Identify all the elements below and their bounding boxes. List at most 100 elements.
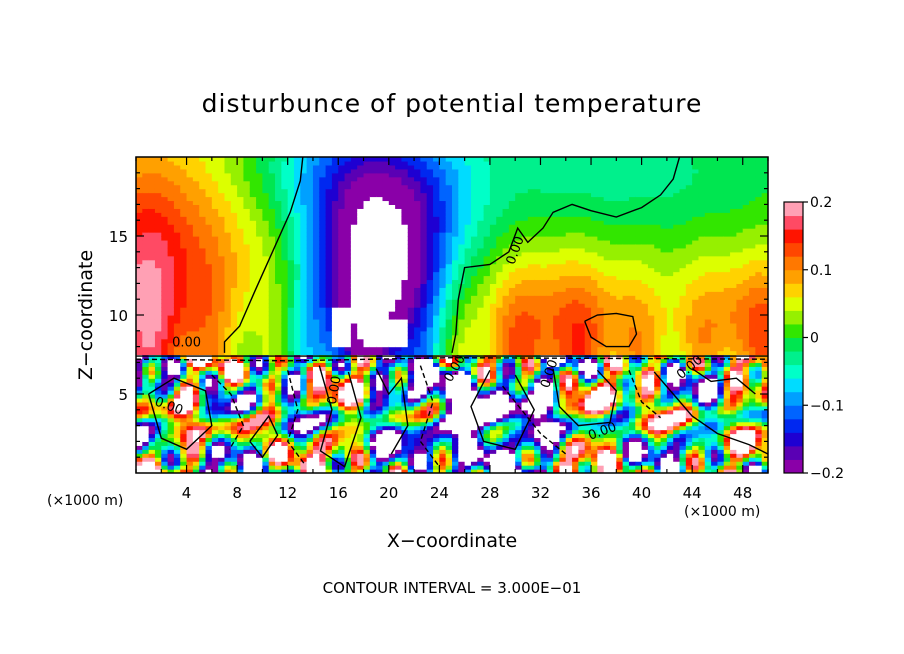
heatmap-cell: [192, 279, 200, 284]
heatmap-cell: [192, 176, 200, 182]
heatmap-cell: [199, 168, 207, 174]
heatmap-cell: [186, 157, 194, 162]
heatmap-cell: [363, 405, 371, 411]
heatmap-cell: [287, 449, 295, 454]
heatmap-cell: [186, 176, 194, 182]
heatmap-cell: [344, 322, 352, 328]
heatmap-cell: [521, 370, 529, 375]
heatmap-cell: [496, 184, 504, 190]
heatmap-cell: [300, 180, 308, 186]
heatmap-cell: [192, 311, 200, 316]
heatmap-cell: [275, 382, 282, 387]
heatmap-cell: [452, 401, 459, 407]
heatmap-cell: [433, 413, 440, 419]
heatmap-cell: [338, 247, 346, 253]
heatmap-cell: [281, 228, 289, 233]
heatmap-cell: [173, 212, 181, 217]
heatmap-cell: [325, 208, 333, 213]
heatmap-cell: [496, 346, 504, 352]
heatmap-cell: [275, 299, 282, 304]
heatmap-cell: [281, 374, 289, 379]
heatmap-cell: [489, 255, 497, 261]
heatmap-cell: [489, 287, 497, 292]
heatmap-cell: [294, 303, 301, 308]
heatmap-cell: [489, 188, 497, 194]
heatmap-cell: [211, 322, 219, 328]
heatmap-cell: [502, 232, 510, 237]
heatmap-cell: [489, 243, 497, 249]
heatmap-cell: [243, 220, 251, 225]
heatmap-cell: [230, 421, 238, 427]
heatmap-cell: [142, 279, 150, 284]
heatmap-cell: [281, 413, 289, 419]
heatmap-cell: [477, 200, 485, 205]
heatmap-cell: [452, 382, 459, 387]
heatmap-cell: [205, 397, 213, 403]
heatmap-cell: [230, 299, 238, 304]
heatmap-cell: [224, 378, 232, 383]
heatmap-cell: [199, 228, 207, 233]
heatmap-cell: [237, 457, 245, 462]
heatmap-cell: [376, 322, 384, 328]
heatmap-cell: [243, 382, 251, 387]
heatmap-cell: [173, 350, 181, 356]
heatmap-cell: [294, 271, 301, 277]
heatmap-cell: [275, 259, 282, 265]
heatmap-cell: [243, 437, 251, 442]
heatmap-cell: [414, 307, 421, 312]
heatmap-cell: [218, 437, 226, 442]
heatmap-cell: [268, 275, 276, 281]
heatmap-cell: [256, 192, 263, 198]
heatmap-cell: [211, 405, 219, 411]
heatmap-cell: [300, 397, 308, 403]
heatmap-cell: [515, 457, 523, 462]
heatmap-cell: [369, 212, 377, 217]
heatmap-cell: [420, 457, 428, 462]
heatmap-cell: [395, 366, 403, 371]
heatmap-cell: [452, 346, 459, 352]
heatmap-cell: [483, 370, 491, 375]
heatmap-cell: [521, 358, 529, 363]
heatmap-cell: [218, 303, 226, 308]
heatmap-cell: [312, 271, 320, 277]
heatmap-cell: [331, 449, 339, 454]
heatmap-cell: [369, 232, 377, 237]
heatmap-cell: [363, 236, 371, 241]
heatmap-cell: [521, 168, 529, 174]
heatmap-cell: [237, 164, 245, 170]
heatmap-cell: [249, 232, 257, 237]
heatmap-cell: [363, 394, 371, 399]
heatmap-cell: [287, 326, 295, 332]
heatmap-cell: [470, 172, 478, 178]
heatmap-cell: [382, 342, 390, 348]
heatmap-cell: [281, 192, 289, 198]
heatmap-cell: [382, 192, 390, 198]
heatmap-cell: [458, 311, 466, 316]
heatmap-cell: [275, 334, 282, 340]
heatmap-cell: [230, 263, 238, 269]
heatmap-cell: [502, 405, 510, 411]
heatmap-cell: [439, 366, 447, 371]
heatmap-cell: [433, 168, 440, 174]
heatmap-cell: [452, 429, 459, 435]
heatmap-cell: [211, 390, 219, 395]
heatmap-cell: [363, 267, 371, 273]
heatmap-cell: [445, 303, 453, 308]
heatmap-cell: [508, 425, 516, 431]
heatmap-cell: [148, 176, 156, 182]
heatmap-cell: [395, 465, 403, 470]
heatmap-cell: [312, 243, 320, 249]
heatmap-cell: [312, 299, 320, 304]
heatmap-cell: [439, 287, 447, 292]
heatmap-cell: [136, 168, 143, 174]
heatmap-cell: [306, 417, 314, 423]
heatmap-cell: [496, 318, 504, 324]
heatmap-cell: [230, 346, 238, 352]
heatmap-cell: [224, 386, 232, 391]
heatmap-cell: [243, 390, 251, 395]
heatmap-cell: [192, 397, 200, 403]
heatmap-cell: [458, 192, 466, 198]
heatmap-cell: [218, 429, 226, 435]
heatmap-cell: [407, 386, 415, 391]
heatmap-cell: [483, 441, 491, 446]
